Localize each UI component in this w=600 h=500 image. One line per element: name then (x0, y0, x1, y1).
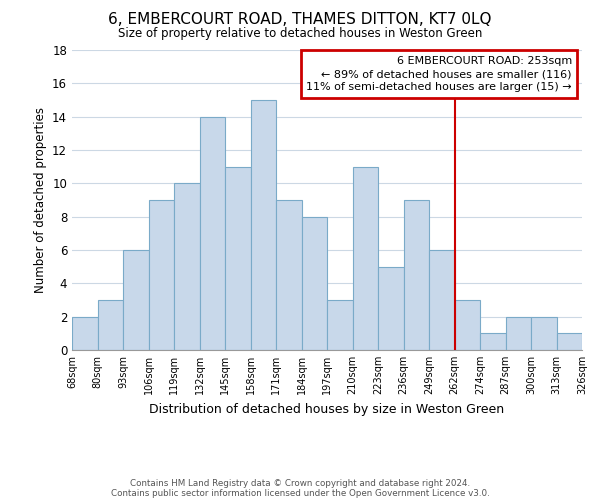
Text: Contains public sector information licensed under the Open Government Licence v3: Contains public sector information licen… (110, 488, 490, 498)
Bar (327, 300, 353, 350)
Bar (531, 316, 557, 350)
Bar (123, 250, 149, 350)
Bar (174, 184, 199, 350)
Text: 6 EMBERCOURT ROAD: 253sqm
← 89% of detached houses are smaller (116)
11% of semi: 6 EMBERCOURT ROAD: 253sqm ← 89% of detac… (306, 56, 572, 92)
Bar (404, 200, 429, 350)
Text: Size of property relative to detached houses in Weston Green: Size of property relative to detached ho… (118, 28, 482, 40)
Bar (302, 216, 327, 350)
Bar (149, 200, 174, 350)
Bar (429, 250, 455, 350)
X-axis label: Distribution of detached houses by size in Weston Green: Distribution of detached houses by size … (149, 402, 505, 415)
Bar (97, 300, 123, 350)
Bar (378, 266, 404, 350)
Bar (251, 100, 276, 350)
Text: Contains HM Land Registry data © Crown copyright and database right 2024.: Contains HM Land Registry data © Crown c… (130, 478, 470, 488)
Bar (505, 316, 531, 350)
Bar (455, 300, 480, 350)
Bar (480, 334, 505, 350)
Bar (72, 316, 97, 350)
Bar (276, 200, 302, 350)
Y-axis label: Number of detached properties: Number of detached properties (34, 107, 47, 293)
Bar (557, 334, 582, 350)
Bar (199, 116, 225, 350)
Text: 6, EMBERCOURT ROAD, THAMES DITTON, KT7 0LQ: 6, EMBERCOURT ROAD, THAMES DITTON, KT7 0… (108, 12, 492, 28)
Bar (225, 166, 251, 350)
Bar (353, 166, 378, 350)
